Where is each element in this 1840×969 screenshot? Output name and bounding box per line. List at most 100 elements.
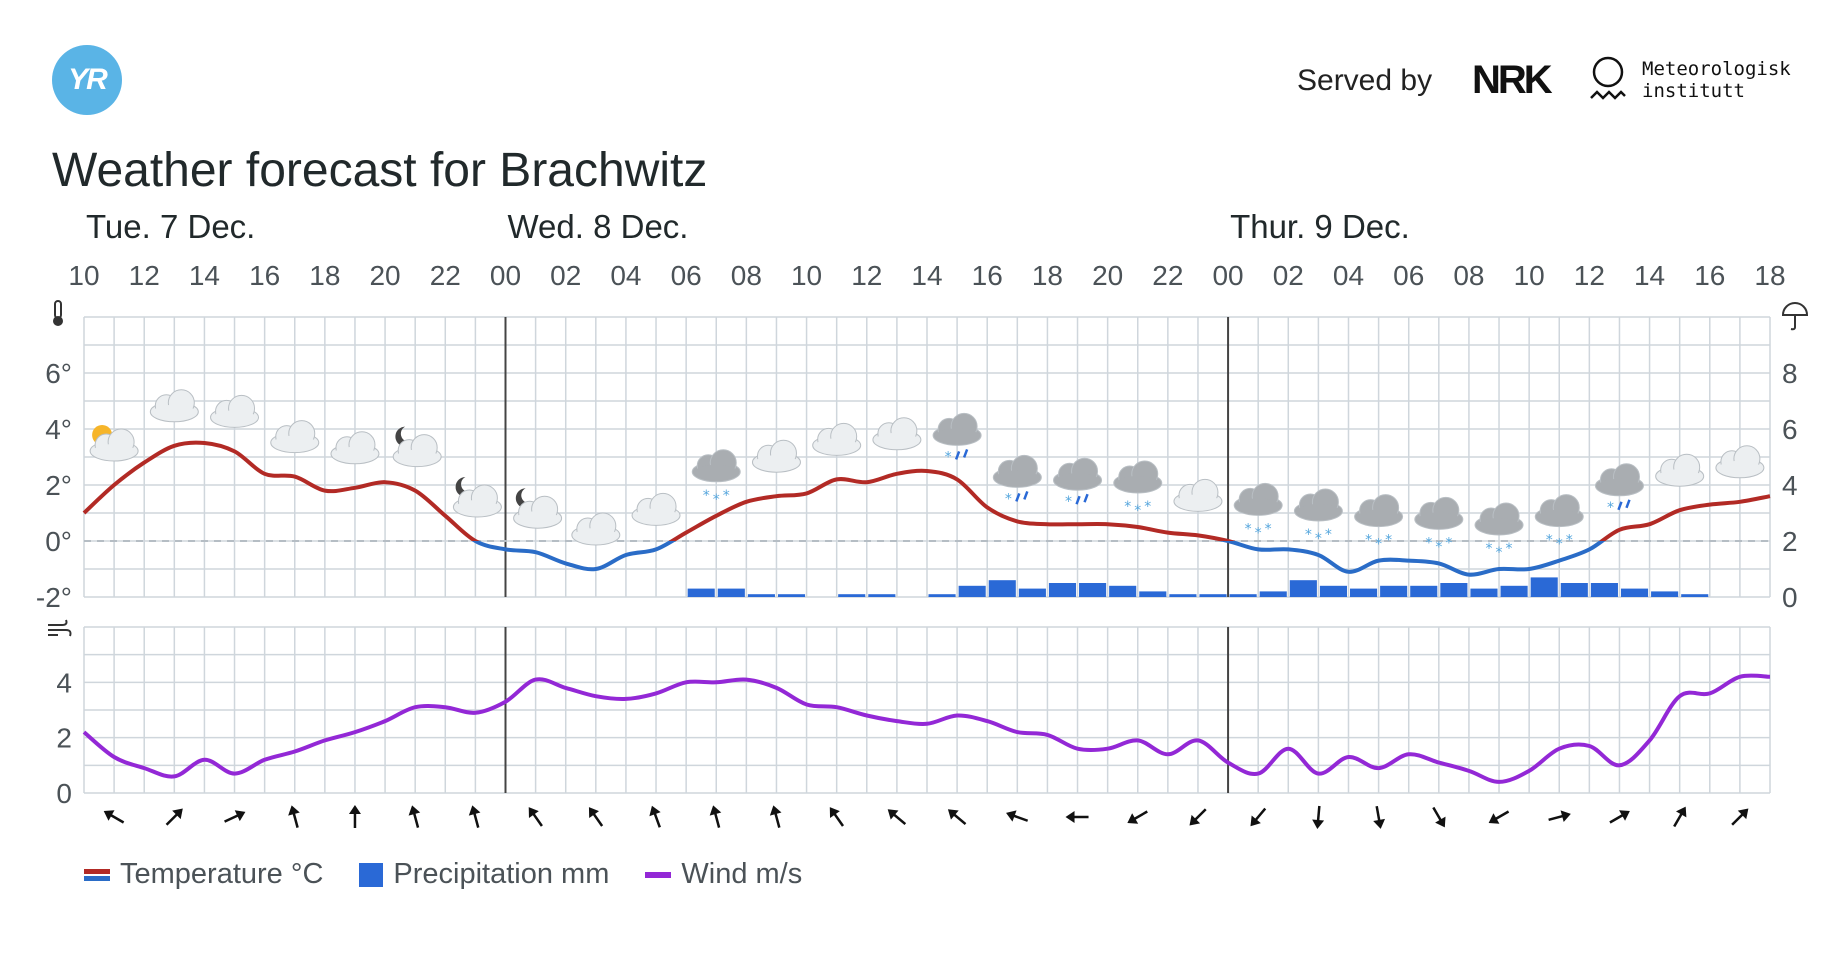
legend-temperature-label: Temperature °C xyxy=(120,858,324,890)
precip-y-tick: 0 xyxy=(1782,582,1798,613)
cloud-part xyxy=(332,446,377,463)
cloudy-icon xyxy=(1715,445,1765,479)
cloud-part xyxy=(1537,509,1582,526)
snowflake-part: * xyxy=(1496,545,1503,561)
cloud-part xyxy=(874,432,919,449)
hour-tick-label: 20 xyxy=(369,260,400,291)
legend-wind: Wind m/s xyxy=(645,858,802,891)
snowflake-part: * xyxy=(1255,525,1262,541)
wind-line xyxy=(82,673,1771,784)
raindrop-part xyxy=(1083,493,1089,503)
arrow-head xyxy=(1189,814,1201,826)
snow-icon: * * * xyxy=(1354,494,1404,553)
cloudy-icon xyxy=(631,492,681,526)
wind-arrow-icon xyxy=(1127,810,1148,824)
cloud-part xyxy=(272,435,317,452)
precip-bar xyxy=(1319,585,1347,597)
legend-precipitation-label: Precipitation mm xyxy=(393,858,610,890)
arrow-head xyxy=(1488,813,1500,824)
legend-wind-label: Wind m/s xyxy=(681,858,803,890)
wind-arrow-icon xyxy=(1373,805,1386,829)
cloud-part xyxy=(932,412,982,446)
arrow-head xyxy=(1619,810,1630,821)
page-title: Weather forecast for Brachwitz xyxy=(52,144,708,197)
arrow-head xyxy=(172,808,183,820)
hour-tick-label: 00 xyxy=(1212,260,1243,291)
hour-tick-label: 08 xyxy=(731,260,762,291)
snowflake-part: * xyxy=(1144,499,1151,515)
hour-tick-label: 16 xyxy=(249,260,280,291)
arrow-head xyxy=(1250,815,1261,827)
temp-y-tick: -2° xyxy=(36,582,72,613)
arrow-head xyxy=(1373,818,1386,829)
snowflake-part: * xyxy=(1506,541,1513,557)
y-axes: -2° 0° 2° 4° 6° 0 2 4 6 8 0 2 4 xyxy=(36,358,1798,809)
precip-bar xyxy=(1681,594,1709,597)
cloudy-icon xyxy=(1173,478,1223,512)
cloud-part xyxy=(1414,496,1464,530)
wind-arrow-icon xyxy=(709,805,722,828)
precip-bar xyxy=(1620,588,1649,597)
precip-bar xyxy=(958,585,986,597)
axis-icons xyxy=(48,300,1809,637)
precip-bar xyxy=(717,588,745,597)
snowflake-part: * xyxy=(1607,500,1614,516)
wind-arrow-icon xyxy=(588,807,604,827)
snowflake-part: * xyxy=(1245,521,1252,537)
cloud-part xyxy=(330,431,380,465)
precip-bar xyxy=(1590,583,1618,597)
cloud-part xyxy=(1236,498,1281,515)
cloud-part xyxy=(1657,469,1702,486)
arrow-head xyxy=(829,807,840,818)
arrow-head xyxy=(468,805,481,816)
nrk-logo[interactable]: NRK xyxy=(1472,58,1553,102)
hour-tick-label: 18 xyxy=(1032,260,1063,291)
arrow-head xyxy=(947,809,959,820)
temp-grid xyxy=(83,316,1771,598)
cloud-part xyxy=(92,444,137,460)
met-institute-logo[interactable]: Meteorologisk institutt xyxy=(1642,58,1791,102)
wind-arrow-icon xyxy=(103,810,125,824)
cloud-part xyxy=(513,495,563,529)
snowflake-part: * xyxy=(723,488,730,504)
raindrop-part xyxy=(1625,499,1631,509)
cloud-part xyxy=(149,389,199,423)
snowflake-part: * xyxy=(1005,491,1012,507)
cloud-part xyxy=(1534,494,1584,528)
wind-arrow-icon xyxy=(408,805,421,828)
precip-bar xyxy=(988,580,1016,597)
precip-bar xyxy=(1079,583,1107,597)
arrow-head xyxy=(887,809,899,820)
raindrop-part xyxy=(1015,492,1021,502)
snowflake-part: * xyxy=(1425,535,1432,551)
snowflake-part: * xyxy=(945,449,952,465)
wind-arrow-icon xyxy=(1488,810,1510,824)
yr-logo[interactable]: YR xyxy=(52,45,122,115)
arrow-head xyxy=(1737,808,1749,820)
hour-tick-label: 04 xyxy=(610,260,641,291)
snowflake-part: * xyxy=(1124,499,1131,515)
precip-y-tick: 8 xyxy=(1782,358,1798,389)
wind-y-tick: 2 xyxy=(56,723,72,754)
cloud-part xyxy=(210,394,260,428)
cloud-part xyxy=(1233,482,1283,516)
cloud-part xyxy=(571,512,621,546)
arrow-head xyxy=(709,805,722,816)
precip-bar xyxy=(1018,588,1046,597)
temperature-series xyxy=(82,440,1771,577)
cloud-part xyxy=(515,511,560,528)
umbrella-icon xyxy=(1781,302,1809,331)
snowflake-part: * xyxy=(1385,533,1392,549)
precip-bar xyxy=(1139,591,1167,597)
sleet-icon: * xyxy=(1594,463,1644,516)
snowflake-part: * xyxy=(1566,533,1573,549)
snowflake-part: * xyxy=(1486,541,1493,557)
arrow-head xyxy=(103,810,115,821)
legend-temperature: Temperature °C xyxy=(84,858,323,891)
wind-arrow-icon xyxy=(829,807,845,827)
snowflake-part: * xyxy=(713,492,720,508)
precip-bar xyxy=(1380,585,1408,597)
precip-bar xyxy=(1410,585,1438,597)
cloud-part xyxy=(1173,478,1223,512)
hour-tick-label: 12 xyxy=(1574,260,1605,291)
